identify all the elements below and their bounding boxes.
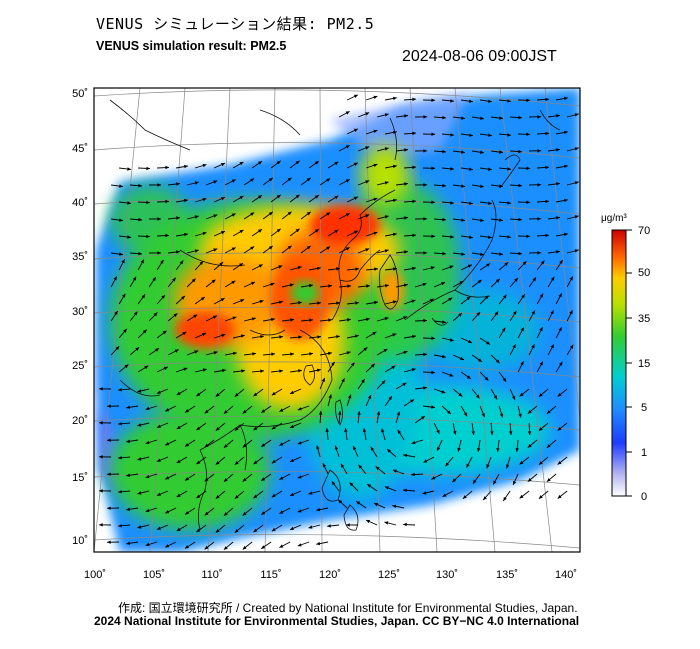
credit-line: 作成: 国立環境研究所 / Created by National Instit…: [118, 601, 578, 615]
lat-tick-50: 50˚: [72, 88, 88, 100]
lon-tick-130: 130˚: [436, 569, 458, 581]
colorbar-tick-35: 35: [638, 313, 650, 325]
title-english: VENUS simulation result: PM2.5: [96, 39, 287, 53]
colorbar-scale: [611, 229, 627, 497]
lat-tick-35: 35˚: [72, 251, 88, 263]
lat-tick-30: 30˚: [72, 306, 88, 318]
forecast-datetime: 2024-08-06 09:00JST: [402, 48, 557, 65]
colorbar-tick-1: 1: [641, 447, 647, 459]
lon-tick-100: 100˚: [84, 569, 106, 581]
copyright-line: 2024 National Institute for Environmenta…: [94, 614, 580, 628]
title-japanese: VENUS シミュレーション結果: PM2.5: [96, 15, 375, 33]
lon-tick-135: 135˚: [496, 569, 518, 581]
colorbar-tick-70: 70: [638, 225, 650, 237]
colorbar: μg/m³ 70 50 35 15 5 1 0: [601, 213, 650, 503]
colorbar-tick-0: 0: [641, 491, 647, 503]
colorbar-tick-15: 15: [638, 358, 650, 370]
lon-tick-125: 125˚: [378, 569, 400, 581]
lon-tick-140: 140˚: [555, 569, 577, 581]
colorbar-tick-50: 50: [638, 267, 650, 279]
lon-tick-115: 115˚: [260, 569, 281, 581]
lon-tick-110: 110˚: [201, 569, 222, 581]
wind-vectors: [99, 94, 579, 551]
lat-tick-20: 20˚: [72, 415, 88, 427]
graticule: [94, 88, 580, 552]
lat-tick-45: 45˚: [72, 143, 88, 155]
map-area: [94, 88, 580, 552]
colorbar-unit: μg/m³: [601, 213, 627, 224]
map-frame: [93, 87, 581, 553]
lat-tick-40: 40˚: [72, 197, 88, 209]
lat-tick-15: 15˚: [72, 472, 88, 484]
lon-tick-105: 105˚: [143, 569, 165, 581]
lon-tick-120: 120˚: [319, 569, 341, 581]
coastlines: [109, 99, 561, 531]
lat-tick-25: 25˚: [72, 360, 88, 372]
colorbar-tick-5: 5: [641, 402, 647, 414]
lat-tick-10: 10˚: [72, 535, 88, 547]
